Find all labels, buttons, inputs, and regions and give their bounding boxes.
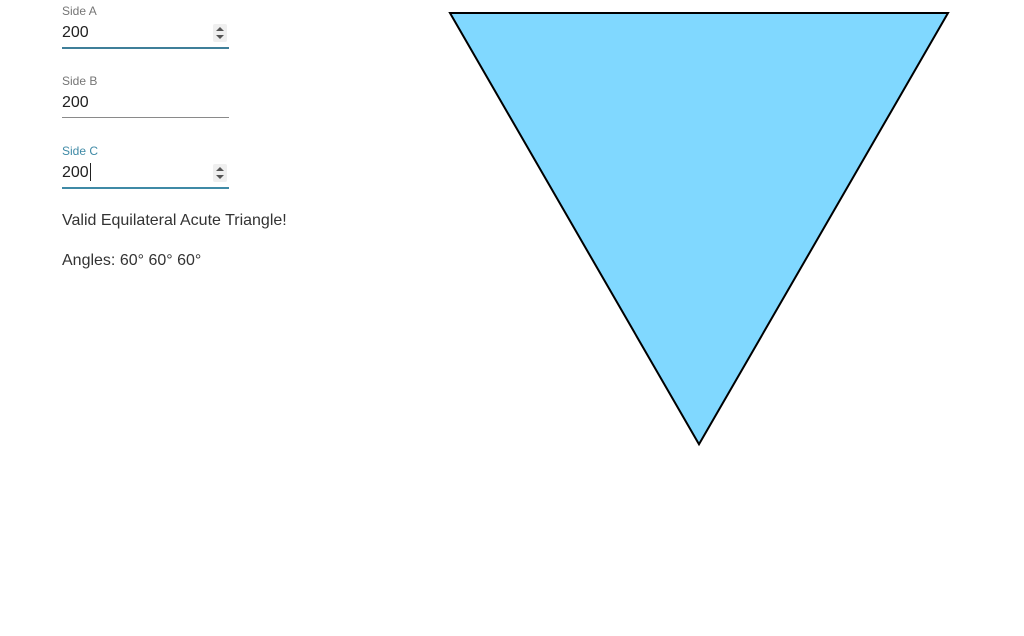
spin-up-icon[interactable]	[216, 167, 224, 171]
triangle-shape	[448, 12, 950, 447]
side-a-underline	[62, 47, 229, 49]
side-a-spinner[interactable]	[213, 24, 227, 42]
side-b-label: Side B	[62, 74, 98, 88]
angles-text: Angles: 60° 60° 60°	[62, 252, 202, 269]
side-b-input[interactable]	[62, 91, 229, 115]
side-b-underline	[62, 117, 229, 118]
side-a-field: Side A	[62, 3, 229, 53]
triangle-canvas	[448, 12, 950, 447]
spin-down-icon[interactable]	[216, 175, 224, 179]
side-b-field: Side B	[62, 73, 229, 123]
side-c-underline	[62, 187, 229, 189]
spin-up-icon[interactable]	[216, 27, 224, 31]
side-a-label: Side A	[62, 4, 97, 18]
validity-message: Valid Equilateral Acute Triangle!	[62, 212, 287, 229]
side-a-input[interactable]	[62, 21, 229, 45]
side-c-spinner[interactable]	[213, 164, 227, 182]
spin-down-icon[interactable]	[216, 35, 224, 39]
side-c-label: Side C	[62, 144, 99, 158]
text-caret	[90, 163, 91, 181]
side-c-field: Side C	[62, 143, 229, 193]
side-c-input[interactable]	[62, 161, 229, 185]
